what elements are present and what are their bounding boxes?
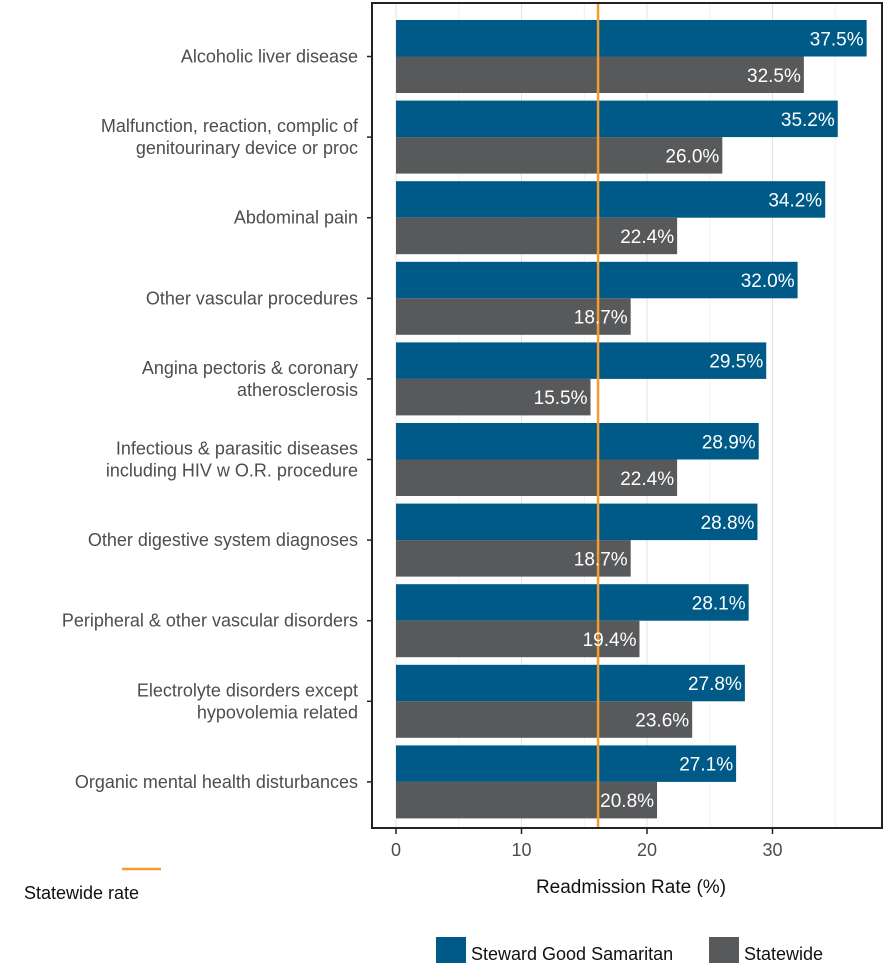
- data-label-steward: 29.5%: [709, 352, 763, 373]
- data-label-statewide: 22.4%: [620, 227, 674, 248]
- category-label: Other vascular procedures: [146, 288, 358, 308]
- bar-steward-good-samaritan: [396, 423, 759, 460]
- bar-steward-good-samaritan: [396, 100, 838, 138]
- axis-layer: Alcoholic liver disease Malfunction, reac…: [62, 2, 883, 898]
- x-tick-label: 10: [511, 840, 531, 860]
- data-label-statewide: 19.4%: [583, 630, 637, 651]
- category-label: Peripheral & other vascular disorders: [62, 611, 358, 631]
- bar-steward-good-samaritan: [396, 261, 798, 299]
- legend-label-statewide: Statewide: [744, 944, 823, 963]
- data-label-steward: 28.8%: [701, 513, 755, 534]
- bar-layer: [396, 20, 867, 819]
- data-label-statewide: 23.6%: [635, 711, 689, 732]
- category-label: Other digestive system diagnoses: [88, 530, 358, 550]
- bar-steward-good-samaritan: [396, 342, 767, 379]
- data-label-steward: 28.9%: [702, 432, 756, 453]
- plot-frame: [371, 2, 883, 829]
- data-label-steward: 37.5%: [810, 29, 864, 50]
- bar-statewide: [396, 781, 658, 819]
- bar-statewide: [396, 217, 678, 255]
- category-label: Organic mental health disturbances: [75, 772, 358, 792]
- category-label: Angina pectoris & coronary atherosclerosi…: [142, 358, 358, 400]
- data-label-statewide: 26.0%: [665, 146, 719, 167]
- legend-swatch-statewide: [709, 937, 739, 967]
- data-label-steward: 32.0%: [741, 271, 795, 292]
- data-label-statewide: 32.5%: [747, 66, 801, 87]
- data-label-statewide: 20.8%: [600, 791, 654, 812]
- bar-steward-good-samaritan: [396, 503, 758, 541]
- bar-statewide: [396, 540, 631, 577]
- data-label-statewide: 18.7%: [574, 308, 628, 329]
- bar-statewide: [396, 56, 804, 93]
- data-label-statewide: 18.7%: [574, 549, 628, 570]
- bar-steward-good-samaritan: [396, 181, 826, 218]
- bar-statewide: [396, 459, 678, 496]
- bar-steward-good-samaritan: [396, 664, 745, 702]
- data-label-steward: 27.1%: [679, 755, 733, 776]
- data-label-steward: 34.2%: [768, 190, 822, 211]
- x-tick-label: 0: [391, 840, 401, 860]
- data-label-statewide: 22.4%: [620, 469, 674, 490]
- legend-swatch-steward: [436, 937, 466, 967]
- bar-steward-good-samaritan: [396, 745, 737, 782]
- bar-statewide: [396, 701, 693, 738]
- x-tick-label: 20: [637, 840, 657, 860]
- statewide-rate-legend-label: Statewide rate: [24, 883, 139, 903]
- bar-steward-good-samaritan: [396, 584, 749, 621]
- data-label-steward: 28.1%: [692, 593, 746, 614]
- data-label-layer: 37.5% 32.5% 35.2% 26.0% 34.2% 22.4% 32.0% 18.7%…: [534, 29, 864, 812]
- data-label-statewide: 15.5%: [534, 388, 588, 409]
- bar-statewide: [396, 137, 723, 174]
- category-label: Infectious & parasitic diseases including…: [106, 439, 358, 481]
- category-label: Alcoholic liver disease: [181, 47, 358, 67]
- data-label-steward: 35.2%: [781, 110, 835, 131]
- legend-layer: Statewide rate Steward Good Samaritan Stat…: [24, 867, 823, 967]
- category-label: Abdominal pain: [234, 208, 358, 228]
- bar-steward-good-samaritan: [396, 20, 867, 57]
- x-axis-title: Readmission Rate (%): [536, 877, 726, 898]
- legend-label-steward: Steward Good Samaritan: [471, 944, 673, 963]
- bar-statewide: [396, 298, 631, 335]
- category-label: Malfunction, reaction, complic of genitou…: [101, 116, 359, 158]
- x-tick-label: 30: [762, 840, 782, 860]
- data-label-steward: 27.8%: [688, 674, 742, 695]
- bar-statewide: [396, 378, 591, 416]
- category-label: Electrolyte disorders except hypovolemia …: [137, 680, 358, 722]
